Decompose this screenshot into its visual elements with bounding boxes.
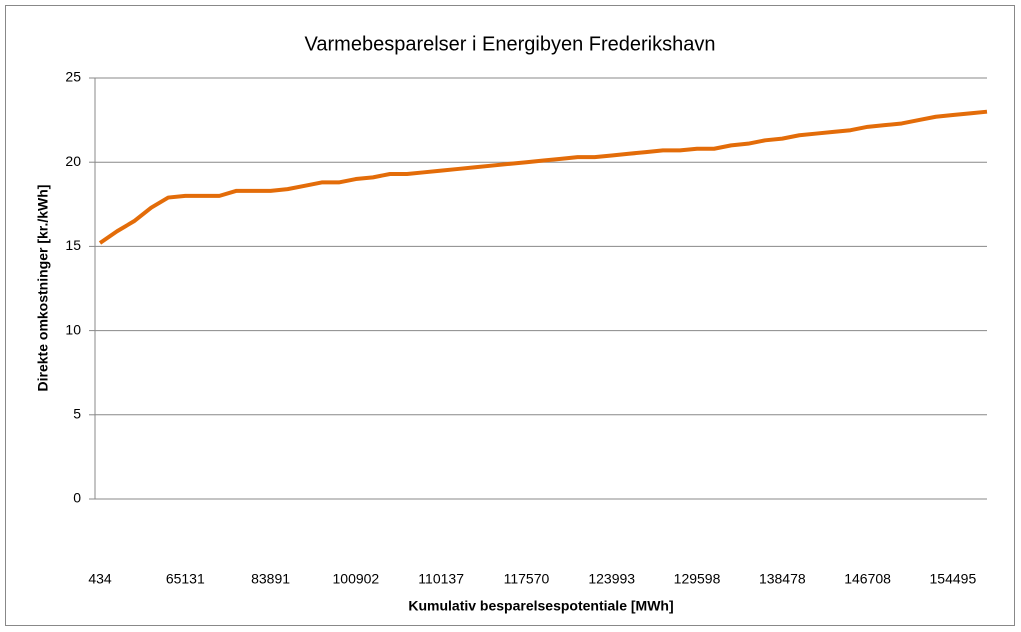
y-tick-label: 15 bbox=[65, 237, 81, 253]
x-tick-label: 110137 bbox=[418, 571, 464, 587]
chart-title: Varmebesparelser i Energibyen Frederiksh… bbox=[305, 33, 716, 55]
x-tick-label: 138478 bbox=[759, 571, 806, 587]
x-tick-label: 123993 bbox=[588, 571, 635, 587]
y-axis-label: Direkte omkostninger [kr./kWh] bbox=[35, 185, 51, 392]
x-tick-label: 434 bbox=[88, 571, 112, 587]
y-tick-label: 25 bbox=[65, 69, 81, 85]
chart-border bbox=[5, 5, 1015, 626]
y-tick-label: 20 bbox=[65, 153, 81, 169]
y-tick-label: 5 bbox=[73, 406, 81, 422]
x-tick-label: 154495 bbox=[930, 571, 977, 587]
x-axis-label: Kumulativ besparelsespotentiale [MWh] bbox=[408, 598, 673, 614]
x-tick-label: 65131 bbox=[166, 571, 205, 587]
x-tick-label: 100902 bbox=[333, 571, 380, 587]
y-tick-label: 10 bbox=[65, 321, 81, 337]
x-tick-label: 129598 bbox=[674, 571, 721, 587]
line-series bbox=[98, 109, 988, 245]
x-tick-label: 146708 bbox=[844, 571, 891, 587]
x-tick-label: 83891 bbox=[251, 571, 290, 587]
x-tick-label: 117570 bbox=[504, 571, 550, 587]
y-tick-label: 0 bbox=[73, 490, 81, 506]
